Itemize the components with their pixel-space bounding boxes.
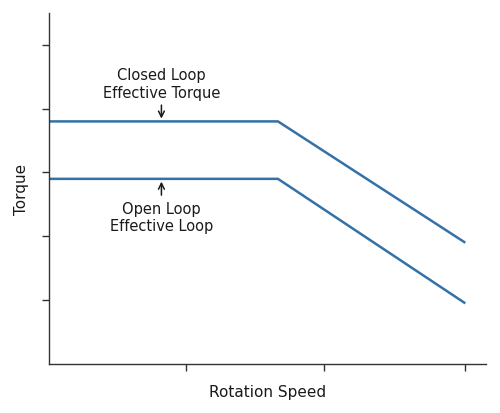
Y-axis label: Torque: Torque: [14, 164, 29, 214]
Text: Open Loop
Effective Loop: Open Loop Effective Loop: [110, 184, 213, 233]
Text: Closed Loop
Effective Torque: Closed Loop Effective Torque: [102, 68, 220, 118]
X-axis label: Rotation Speed: Rotation Speed: [209, 384, 326, 399]
